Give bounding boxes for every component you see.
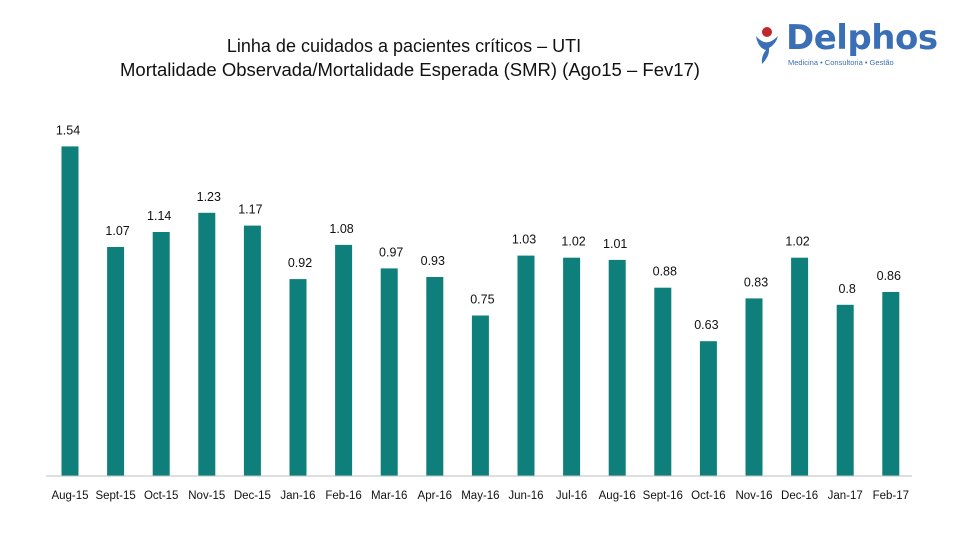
- value-label-dec-16: 1.02: [785, 235, 809, 249]
- bar-nov-16: [745, 298, 763, 476]
- tick-label-sept-15: Sept-15: [95, 490, 135, 502]
- tick-label-nov-15: Nov-15: [188, 490, 225, 502]
- tick-label-nov-16: Nov-16: [735, 490, 772, 502]
- chart-title-line-2: Mortalidade Observada/Mortalidade Espera…: [120, 59, 700, 80]
- bar-oct-16: [699, 341, 717, 476]
- bar-nov-15: [198, 212, 216, 477]
- value-labels: 1.54 1.07 1.14 1.23 1.17 0.92 1.08 0.97 0.93 0.75…: [56, 123, 901, 332]
- bar-series: [61, 146, 900, 477]
- delphos-figure-icon: [756, 27, 778, 64]
- tick-label-may-16: May-16: [461, 490, 499, 502]
- value-label-jan-16: 0.92: [288, 256, 312, 270]
- bar-may-16: [471, 315, 489, 476]
- value-label-oct-16: 0.63: [694, 318, 718, 332]
- value-label-jan-17: 0.8: [839, 282, 856, 296]
- tick-label-mar-16: Mar-16: [371, 490, 407, 502]
- bar-dec-15: [243, 225, 261, 476]
- bar-apr-16: [426, 277, 444, 476]
- bar-aug-15: [61, 146, 79, 476]
- value-label-sept-15: 1.07: [105, 224, 129, 238]
- bar-jan-16: [289, 279, 307, 476]
- bar-mar-16: [380, 268, 398, 476]
- value-label-jun-16: 1.03: [512, 233, 536, 247]
- value-label-feb-17: 0.86: [877, 269, 901, 283]
- bar-jan-17: [836, 304, 854, 476]
- bar-dec-16: [791, 257, 809, 476]
- tick-label-sept-16: Sept-16: [643, 490, 683, 502]
- value-label-feb-16: 1.08: [329, 222, 353, 236]
- value-label-nov-15: 1.23: [197, 190, 221, 204]
- value-label-apr-16: 0.93: [421, 254, 445, 268]
- value-label-jul-16: 1.02: [561, 235, 585, 249]
- tick-label-aug-16: Aug-16: [599, 490, 636, 502]
- logo-body-shape: [756, 36, 778, 64]
- chart-title-line-1: Linha de cuidados a pacientes críticos –…: [226, 36, 582, 56]
- tick-label-oct-15: Oct-15: [144, 490, 179, 502]
- value-label-oct-15: 1.14: [147, 209, 171, 223]
- bar-oct-15: [152, 232, 170, 476]
- tick-label-aug-15: Aug-15: [51, 490, 88, 502]
- bar-jun-16: [517, 255, 535, 476]
- tick-label-jan-17: Jan-17: [828, 490, 863, 502]
- logo-head-shape: [762, 27, 772, 37]
- value-label-may-16: 0.75: [470, 293, 494, 307]
- bar-sept-15: [107, 247, 125, 476]
- tick-label-feb-17: Feb-17: [873, 490, 909, 502]
- tick-label-jul-16: Jul-16: [556, 490, 587, 502]
- tick-label-dec-15: Dec-15: [234, 490, 271, 502]
- value-label-aug-15: 1.54: [56, 123, 80, 137]
- tick-label-apr-16: Apr-16: [418, 490, 453, 502]
- bar-aug-16: [608, 259, 626, 476]
- bar-feb-17: [882, 292, 900, 476]
- bar-sept-16: [654, 287, 672, 476]
- value-label-mar-16: 0.97: [379, 245, 403, 259]
- logo-tagline: Medicina • Consultoria • Gestão: [788, 58, 894, 67]
- tick-label-feb-16: Feb-16: [325, 490, 361, 502]
- delphos-logo: Delphos Medicina • Consultoria • Gestão: [752, 18, 938, 70]
- tick-label-jun-16: Jun-16: [508, 490, 543, 502]
- tick-label-jan-16: Jan-16: [280, 490, 315, 502]
- bar-jul-16: [563, 257, 581, 476]
- tick-label-oct-16: Oct-16: [691, 490, 726, 502]
- value-label-sept-16: 0.88: [653, 265, 677, 279]
- value-label-aug-16: 1.01: [603, 237, 627, 251]
- bar-feb-16: [335, 244, 353, 476]
- tick-label-dec-16: Dec-16: [781, 490, 818, 502]
- x-axis-tick-labels: Aug-15 Sept-15 Oct-15 Nov-15 Dec-15 Jan-16 Feb…: [51, 490, 909, 502]
- value-label-nov-16: 0.83: [744, 275, 768, 289]
- value-label-dec-15: 1.17: [238, 203, 262, 217]
- chart-title: Linha de cuidados a pacientes críticos –…: [20, 34, 820, 82]
- logo-wordmark: Delphos: [786, 18, 938, 58]
